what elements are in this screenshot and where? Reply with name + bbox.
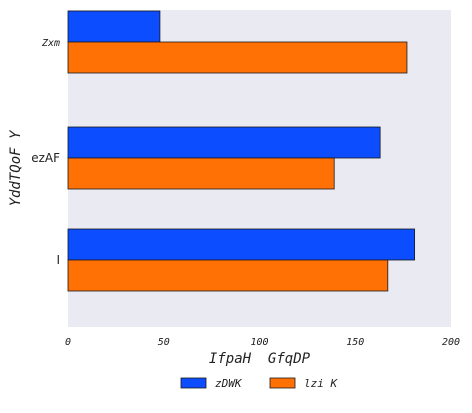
legend-swatch: [269, 377, 296, 389]
x-axis-title: IfpaH GfqDP: [209, 351, 311, 367]
legend: zDWK lzi K: [180, 377, 338, 390]
bars-group: [67, 10, 416, 292]
x-tick-label: 200: [442, 337, 460, 348]
legend-swatch: [180, 377, 207, 389]
legend-label: lzi K: [304, 377, 338, 390]
bar-lzi-k-i: [67, 259, 389, 292]
bar-zdwk-zxm: [67, 10, 161, 43]
bar-zdwk-ezaf: [67, 126, 381, 159]
x-tick-label: 0: [65, 337, 71, 348]
bar-lzi-k-ezaf: [67, 157, 335, 190]
y-axis-title: YddTQoF Y: [8, 129, 24, 206]
x-tick-labels: 0 50 100 150 200: [65, 337, 460, 348]
legend-label: zDWK: [215, 377, 243, 390]
category-label: ezAF: [31, 151, 60, 165]
category-label: Zxm: [41, 38, 60, 49]
x-tick-label: 50: [158, 337, 170, 348]
category-labels: Zxm ezAF I: [31, 38, 60, 267]
x-tick-label: 150: [346, 337, 364, 348]
category-label: I: [56, 253, 60, 267]
bar-zdwk-i: [67, 228, 416, 261]
bar-lzi-k-zxm: [67, 41, 408, 74]
x-tick-label: 100: [250, 337, 268, 348]
